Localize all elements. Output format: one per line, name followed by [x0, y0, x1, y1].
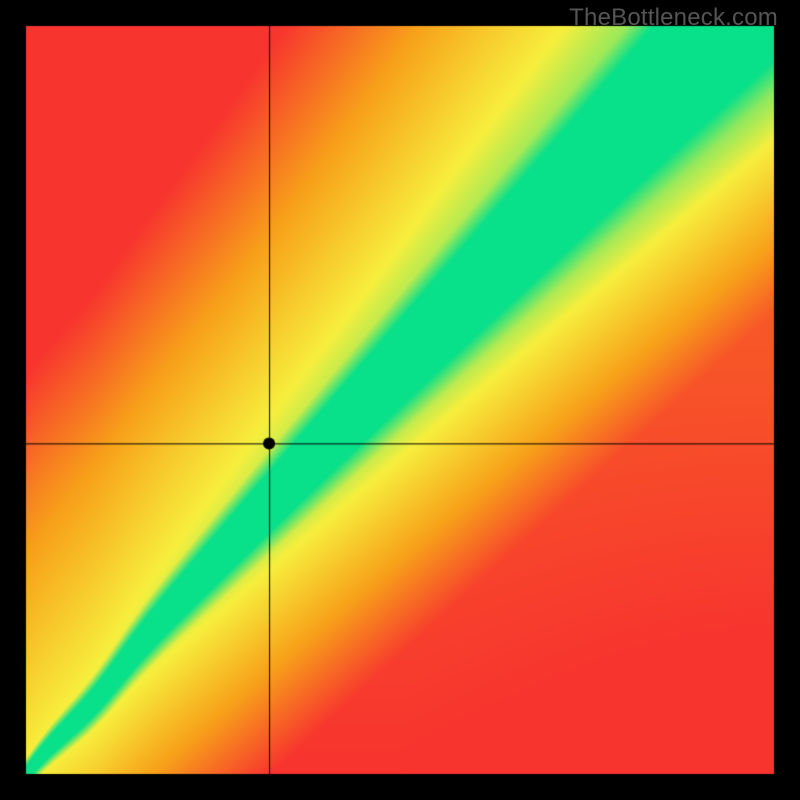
watermark-text: TheBottleneck.com	[569, 4, 778, 32]
chart-stage: TheBottleneck.com	[0, 0, 800, 800]
bottleneck-heatmap	[0, 0, 800, 800]
